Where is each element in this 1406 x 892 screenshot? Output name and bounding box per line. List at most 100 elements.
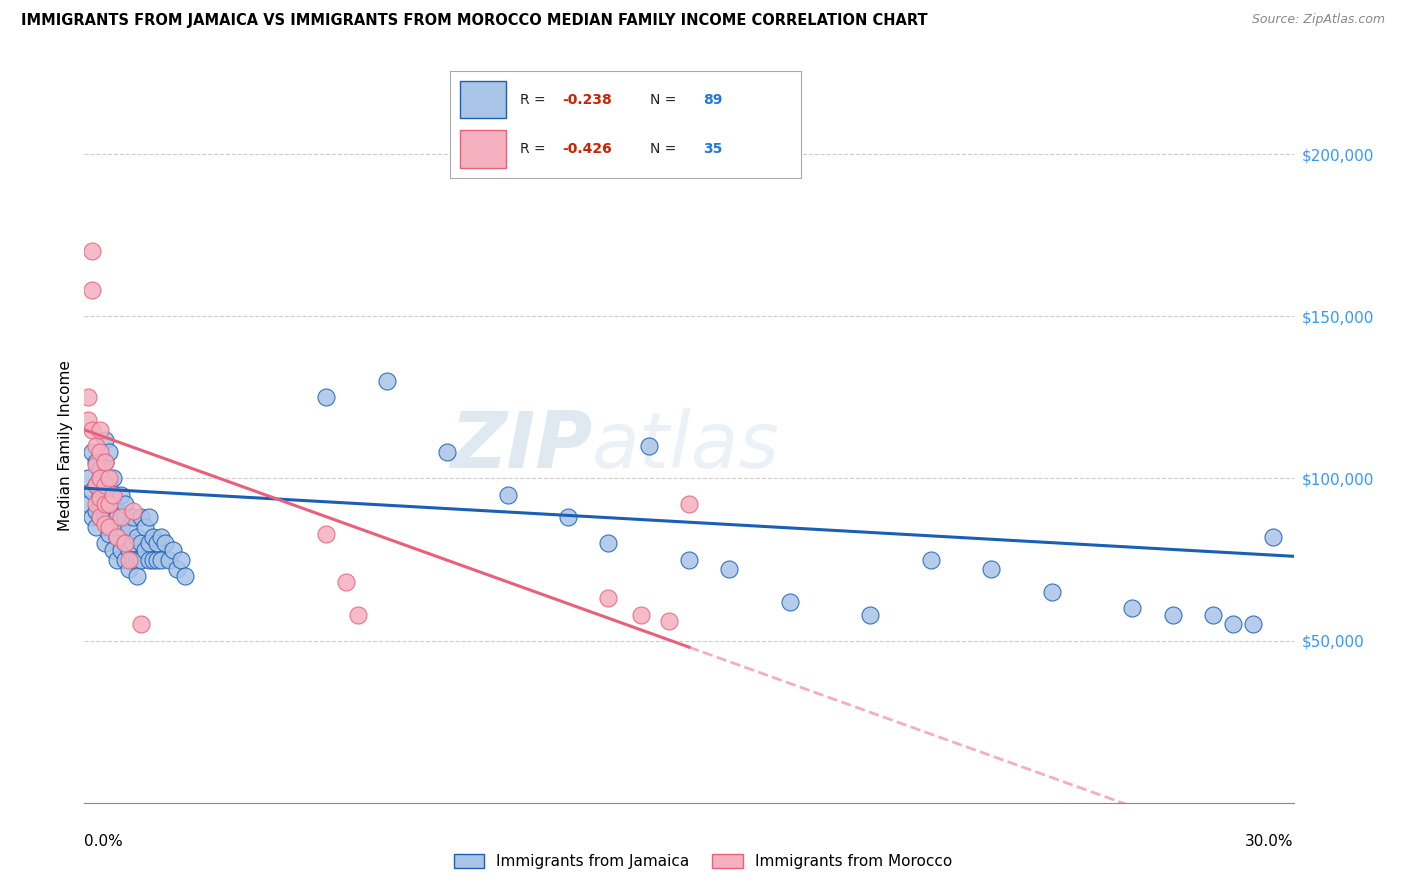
Point: [859, 607, 882, 622]
Point: [129, 617, 152, 632]
Point: [82, 283, 104, 297]
Text: 89: 89: [703, 93, 723, 107]
Point: [82, 484, 104, 499]
Point: [97, 445, 120, 459]
Point: [97, 471, 120, 485]
Point: [678, 552, 700, 566]
Text: atlas: atlas: [592, 408, 780, 484]
Point: [718, 562, 741, 576]
Point: [82, 244, 104, 259]
Point: [97, 478, 120, 492]
Point: [110, 488, 132, 502]
Point: [101, 520, 124, 534]
Point: [138, 552, 160, 566]
Point: [93, 516, 115, 531]
Text: N =: N =: [651, 142, 681, 156]
Point: [1161, 607, 1184, 622]
Point: [134, 520, 156, 534]
Point: [315, 526, 337, 541]
Text: -0.426: -0.426: [562, 142, 612, 156]
Point: [105, 552, 128, 566]
Point: [347, 607, 370, 622]
Point: [153, 536, 176, 550]
Point: [89, 497, 111, 511]
Point: [146, 536, 169, 550]
Point: [170, 552, 193, 566]
Point: [129, 510, 152, 524]
Point: [101, 488, 124, 502]
Point: [114, 536, 136, 550]
Point: [105, 530, 128, 544]
Point: [86, 478, 108, 492]
Point: [125, 552, 148, 566]
Point: [149, 552, 172, 566]
Point: [1222, 617, 1244, 632]
Point: [97, 520, 120, 534]
Text: IMMIGRANTS FROM JAMAICA VS IMMIGRANTS FROM MOROCCO MEDIAN FAMILY INCOME CORRELAT: IMMIGRANTS FROM JAMAICA VS IMMIGRANTS FR…: [21, 13, 928, 29]
Point: [89, 510, 111, 524]
Point: [142, 552, 165, 566]
Point: [1202, 607, 1225, 622]
Point: [114, 552, 136, 566]
Point: [118, 562, 141, 576]
Point: [598, 536, 620, 550]
Point: [146, 552, 169, 566]
Point: [101, 471, 124, 485]
Point: [335, 575, 357, 590]
Point: [86, 504, 108, 518]
Point: [93, 478, 115, 492]
Point: [1121, 601, 1143, 615]
Text: Source: ZipAtlas.com: Source: ZipAtlas.com: [1251, 13, 1385, 27]
Point: [678, 497, 700, 511]
Point: [105, 510, 128, 524]
Text: ZIP: ZIP: [450, 408, 592, 484]
Point: [77, 390, 100, 404]
Text: -0.238: -0.238: [562, 93, 612, 107]
Point: [557, 510, 579, 524]
Text: 30.0%: 30.0%: [1246, 834, 1294, 849]
Point: [118, 552, 141, 566]
Bar: [461, 81, 506, 119]
Point: [86, 497, 108, 511]
Point: [138, 510, 160, 524]
Point: [77, 413, 100, 427]
Point: [97, 497, 120, 511]
Point: [82, 445, 104, 459]
Point: [118, 542, 141, 557]
Point: [101, 542, 124, 557]
Point: [89, 471, 111, 485]
Point: [93, 455, 115, 469]
Text: R =: R =: [520, 142, 550, 156]
Point: [89, 461, 111, 475]
Point: [1263, 530, 1285, 544]
Point: [93, 433, 115, 447]
Point: [86, 439, 108, 453]
Point: [375, 374, 398, 388]
Point: [77, 471, 100, 485]
Point: [93, 455, 115, 469]
Point: [77, 497, 100, 511]
Bar: [461, 130, 506, 168]
Point: [97, 526, 120, 541]
Point: [1241, 617, 1264, 632]
Point: [436, 445, 458, 459]
Text: N =: N =: [651, 93, 681, 107]
Point: [89, 445, 111, 459]
Point: [93, 497, 115, 511]
Point: [101, 488, 124, 502]
Point: [129, 536, 152, 550]
Point: [496, 488, 519, 502]
Point: [89, 471, 111, 485]
Point: [125, 530, 148, 544]
Point: [162, 542, 184, 557]
Point: [105, 504, 128, 518]
Point: [89, 423, 111, 437]
Point: [86, 520, 108, 534]
Point: [779, 595, 801, 609]
Point: [82, 510, 104, 524]
Text: 35: 35: [703, 142, 723, 156]
Point: [157, 552, 180, 566]
Point: [89, 510, 111, 524]
Legend: Immigrants from Jamaica, Immigrants from Morocco: Immigrants from Jamaica, Immigrants from…: [447, 847, 959, 875]
Point: [114, 497, 136, 511]
